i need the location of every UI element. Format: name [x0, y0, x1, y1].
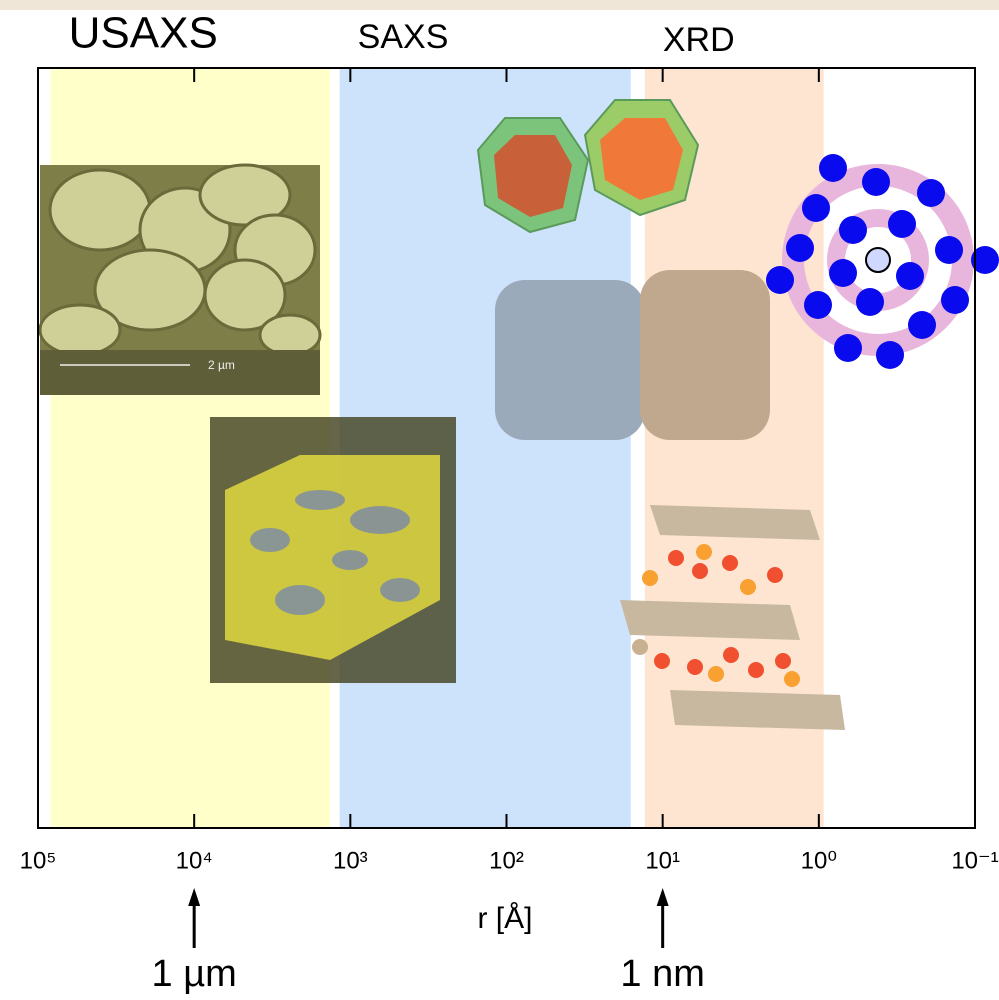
- x-tick-label: 10²: [489, 847, 524, 874]
- band-label: XRD: [663, 21, 735, 59]
- x-tick-label: 10¹: [645, 847, 680, 874]
- x-tick-label: 10³: [333, 847, 368, 874]
- arrow-head: [188, 888, 200, 906]
- sem-footer: [40, 350, 320, 395]
- band-label: SAXS: [358, 18, 449, 56]
- arrow-head: [657, 888, 669, 906]
- x-tick-label: 10⁵: [20, 847, 57, 874]
- chart: 2 µm: [0, 0, 999, 1000]
- annotation: 1 µm: [152, 953, 237, 995]
- x-tick-label: 10⁰: [801, 847, 837, 874]
- x-tick-label: 10⁴: [176, 847, 213, 874]
- annotation: 1 nm: [620, 953, 704, 995]
- x-tick-label: 10⁻¹: [951, 847, 998, 874]
- sphere-stacks: [495, 270, 770, 440]
- scale-bar-label: 2 µm: [208, 358, 235, 372]
- x-axis-label: r [Å]: [477, 902, 532, 935]
- nucleus: [866, 248, 890, 272]
- band-label: USAXS: [69, 9, 218, 58]
